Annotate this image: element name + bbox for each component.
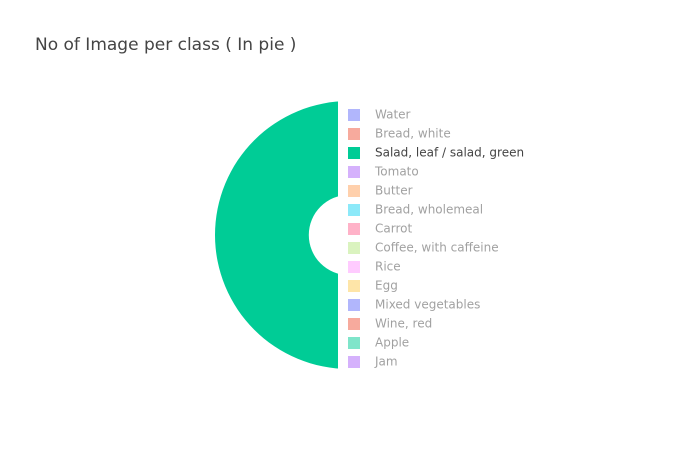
legend-label[interactable]: Butter bbox=[375, 184, 413, 198]
legend-label[interactable]: Bread, white bbox=[375, 127, 451, 141]
legend-swatch bbox=[348, 109, 360, 121]
legend-bg bbox=[338, 101, 523, 373]
legend-swatch bbox=[348, 204, 360, 216]
legend-label[interactable]: Salad, leaf / salad, green bbox=[375, 146, 524, 160]
legend-swatch bbox=[348, 147, 360, 159]
legend-swatch bbox=[348, 337, 360, 349]
legend-swatch bbox=[348, 356, 360, 368]
legend-label[interactable]: Rice bbox=[375, 260, 401, 274]
legend-label[interactable]: Wine, red bbox=[375, 317, 432, 331]
legend-swatch bbox=[348, 185, 360, 197]
legend-label[interactable]: Tomato bbox=[374, 165, 419, 179]
legend-label[interactable]: Bread, wholemeal bbox=[375, 203, 483, 217]
legend: Water Bread, white Salad, leaf / salad, gr… bbox=[348, 108, 524, 369]
legend-label[interactable]: Carrot bbox=[375, 222, 412, 236]
legend-swatch bbox=[348, 318, 360, 330]
legend-label[interactable]: Coffee, with caffeine bbox=[375, 241, 499, 255]
chart-title: No of Image per class ( In pie ) bbox=[35, 35, 296, 55]
legend-swatch bbox=[348, 223, 360, 235]
legend-label[interactable]: Egg bbox=[375, 279, 398, 293]
legend-swatch bbox=[348, 261, 360, 273]
legend-label[interactable]: Mixed vegetables bbox=[375, 298, 480, 312]
legend-swatch bbox=[348, 299, 360, 311]
legend-swatch bbox=[348, 280, 360, 292]
legend-label[interactable]: Jam bbox=[374, 355, 398, 369]
legend-swatch bbox=[348, 242, 360, 254]
legend-label[interactable]: Water bbox=[375, 108, 411, 122]
legend-label[interactable]: Apple bbox=[375, 336, 409, 350]
legend-swatch bbox=[348, 166, 360, 178]
legend-swatch bbox=[348, 128, 360, 140]
